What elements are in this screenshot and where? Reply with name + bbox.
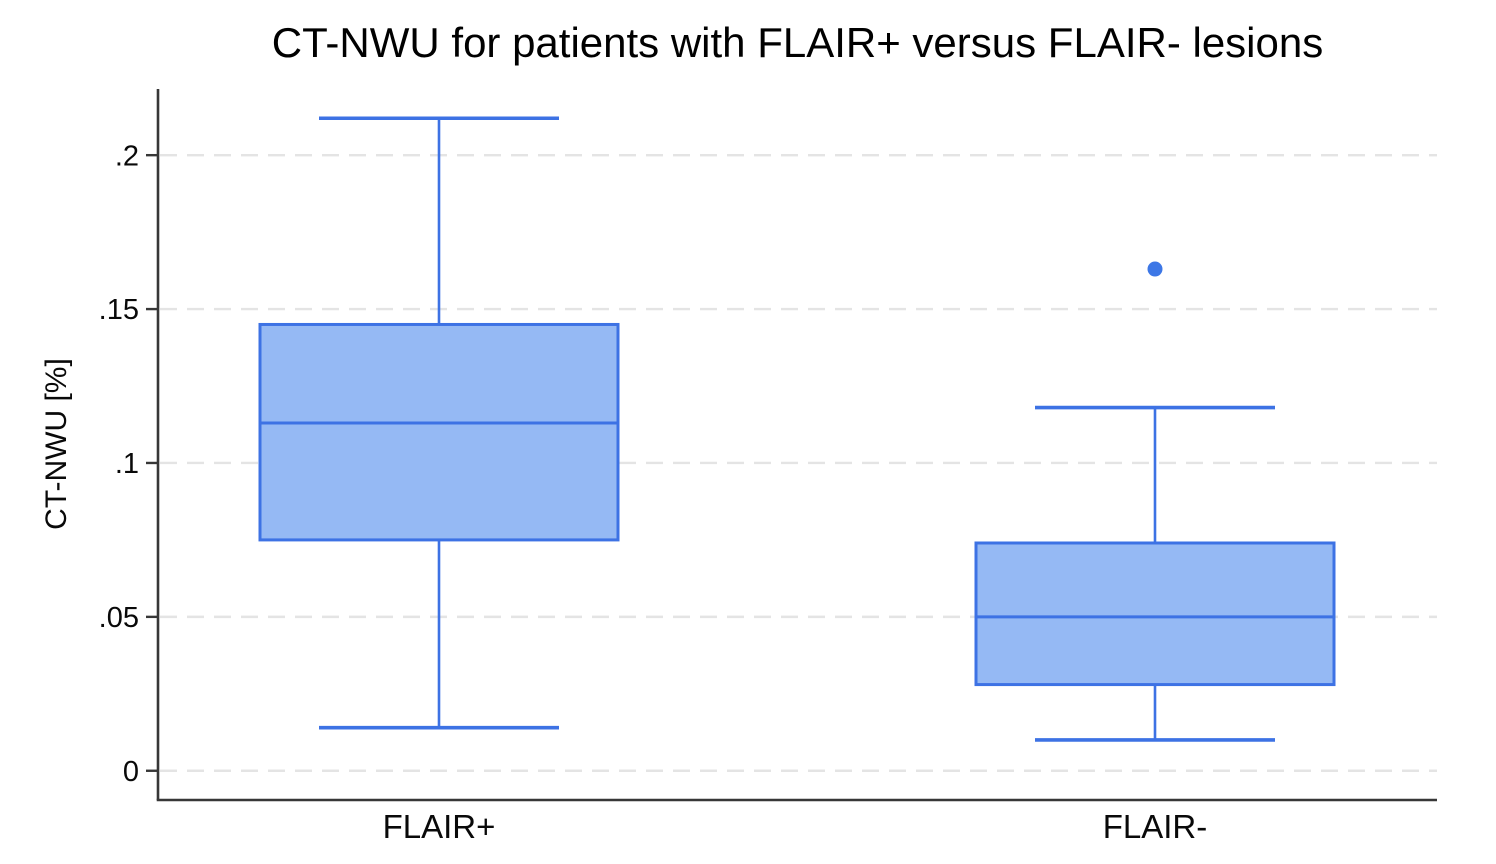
box-rect-flair-minus <box>974 541 1336 687</box>
chart-title: CT-NWU for patients with FLAIR+ versus F… <box>271 19 1324 66</box>
y-axis-tick-label: 0 <box>123 756 139 788</box>
y-axis-tick-label: .15 <box>99 294 139 326</box>
box-rect-flair-plus <box>258 322 620 542</box>
y-axis-title: CT-NWU [%] <box>40 358 73 530</box>
x-category-label-flair-plus: FLAIR+ <box>382 808 496 845</box>
x-category-label-flair-minus: FLAIR- <box>1102 808 1208 845</box>
y-axis-tick-label: .1 <box>115 448 139 480</box>
y-axis-tick-label: .2 <box>115 140 139 172</box>
outlier-point-flair-minus <box>1147 261 1163 277</box>
y-axis-tick-label: .05 <box>99 602 139 634</box>
